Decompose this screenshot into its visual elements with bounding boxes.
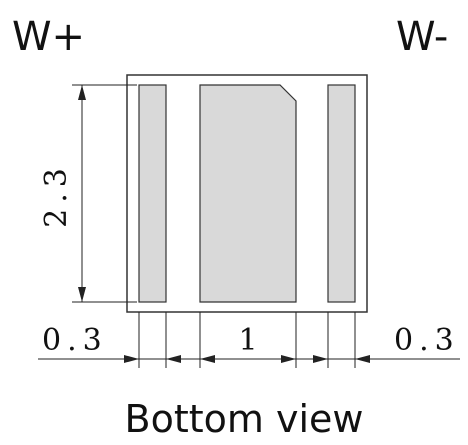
left-pad-width-label: 0.3	[42, 323, 108, 358]
view-label: Bottom view	[125, 397, 364, 441]
center-pad-width-label: 1	[238, 323, 257, 358]
center-pad	[200, 85, 296, 302]
height-dimension-label: 2.3	[39, 162, 74, 228]
right-pad	[328, 85, 355, 302]
negative-terminal-label: W-	[396, 14, 448, 60]
positive-terminal-label: W+	[12, 14, 85, 60]
right-pad-width-label: 0.3	[394, 323, 460, 358]
left-pad	[139, 85, 166, 302]
